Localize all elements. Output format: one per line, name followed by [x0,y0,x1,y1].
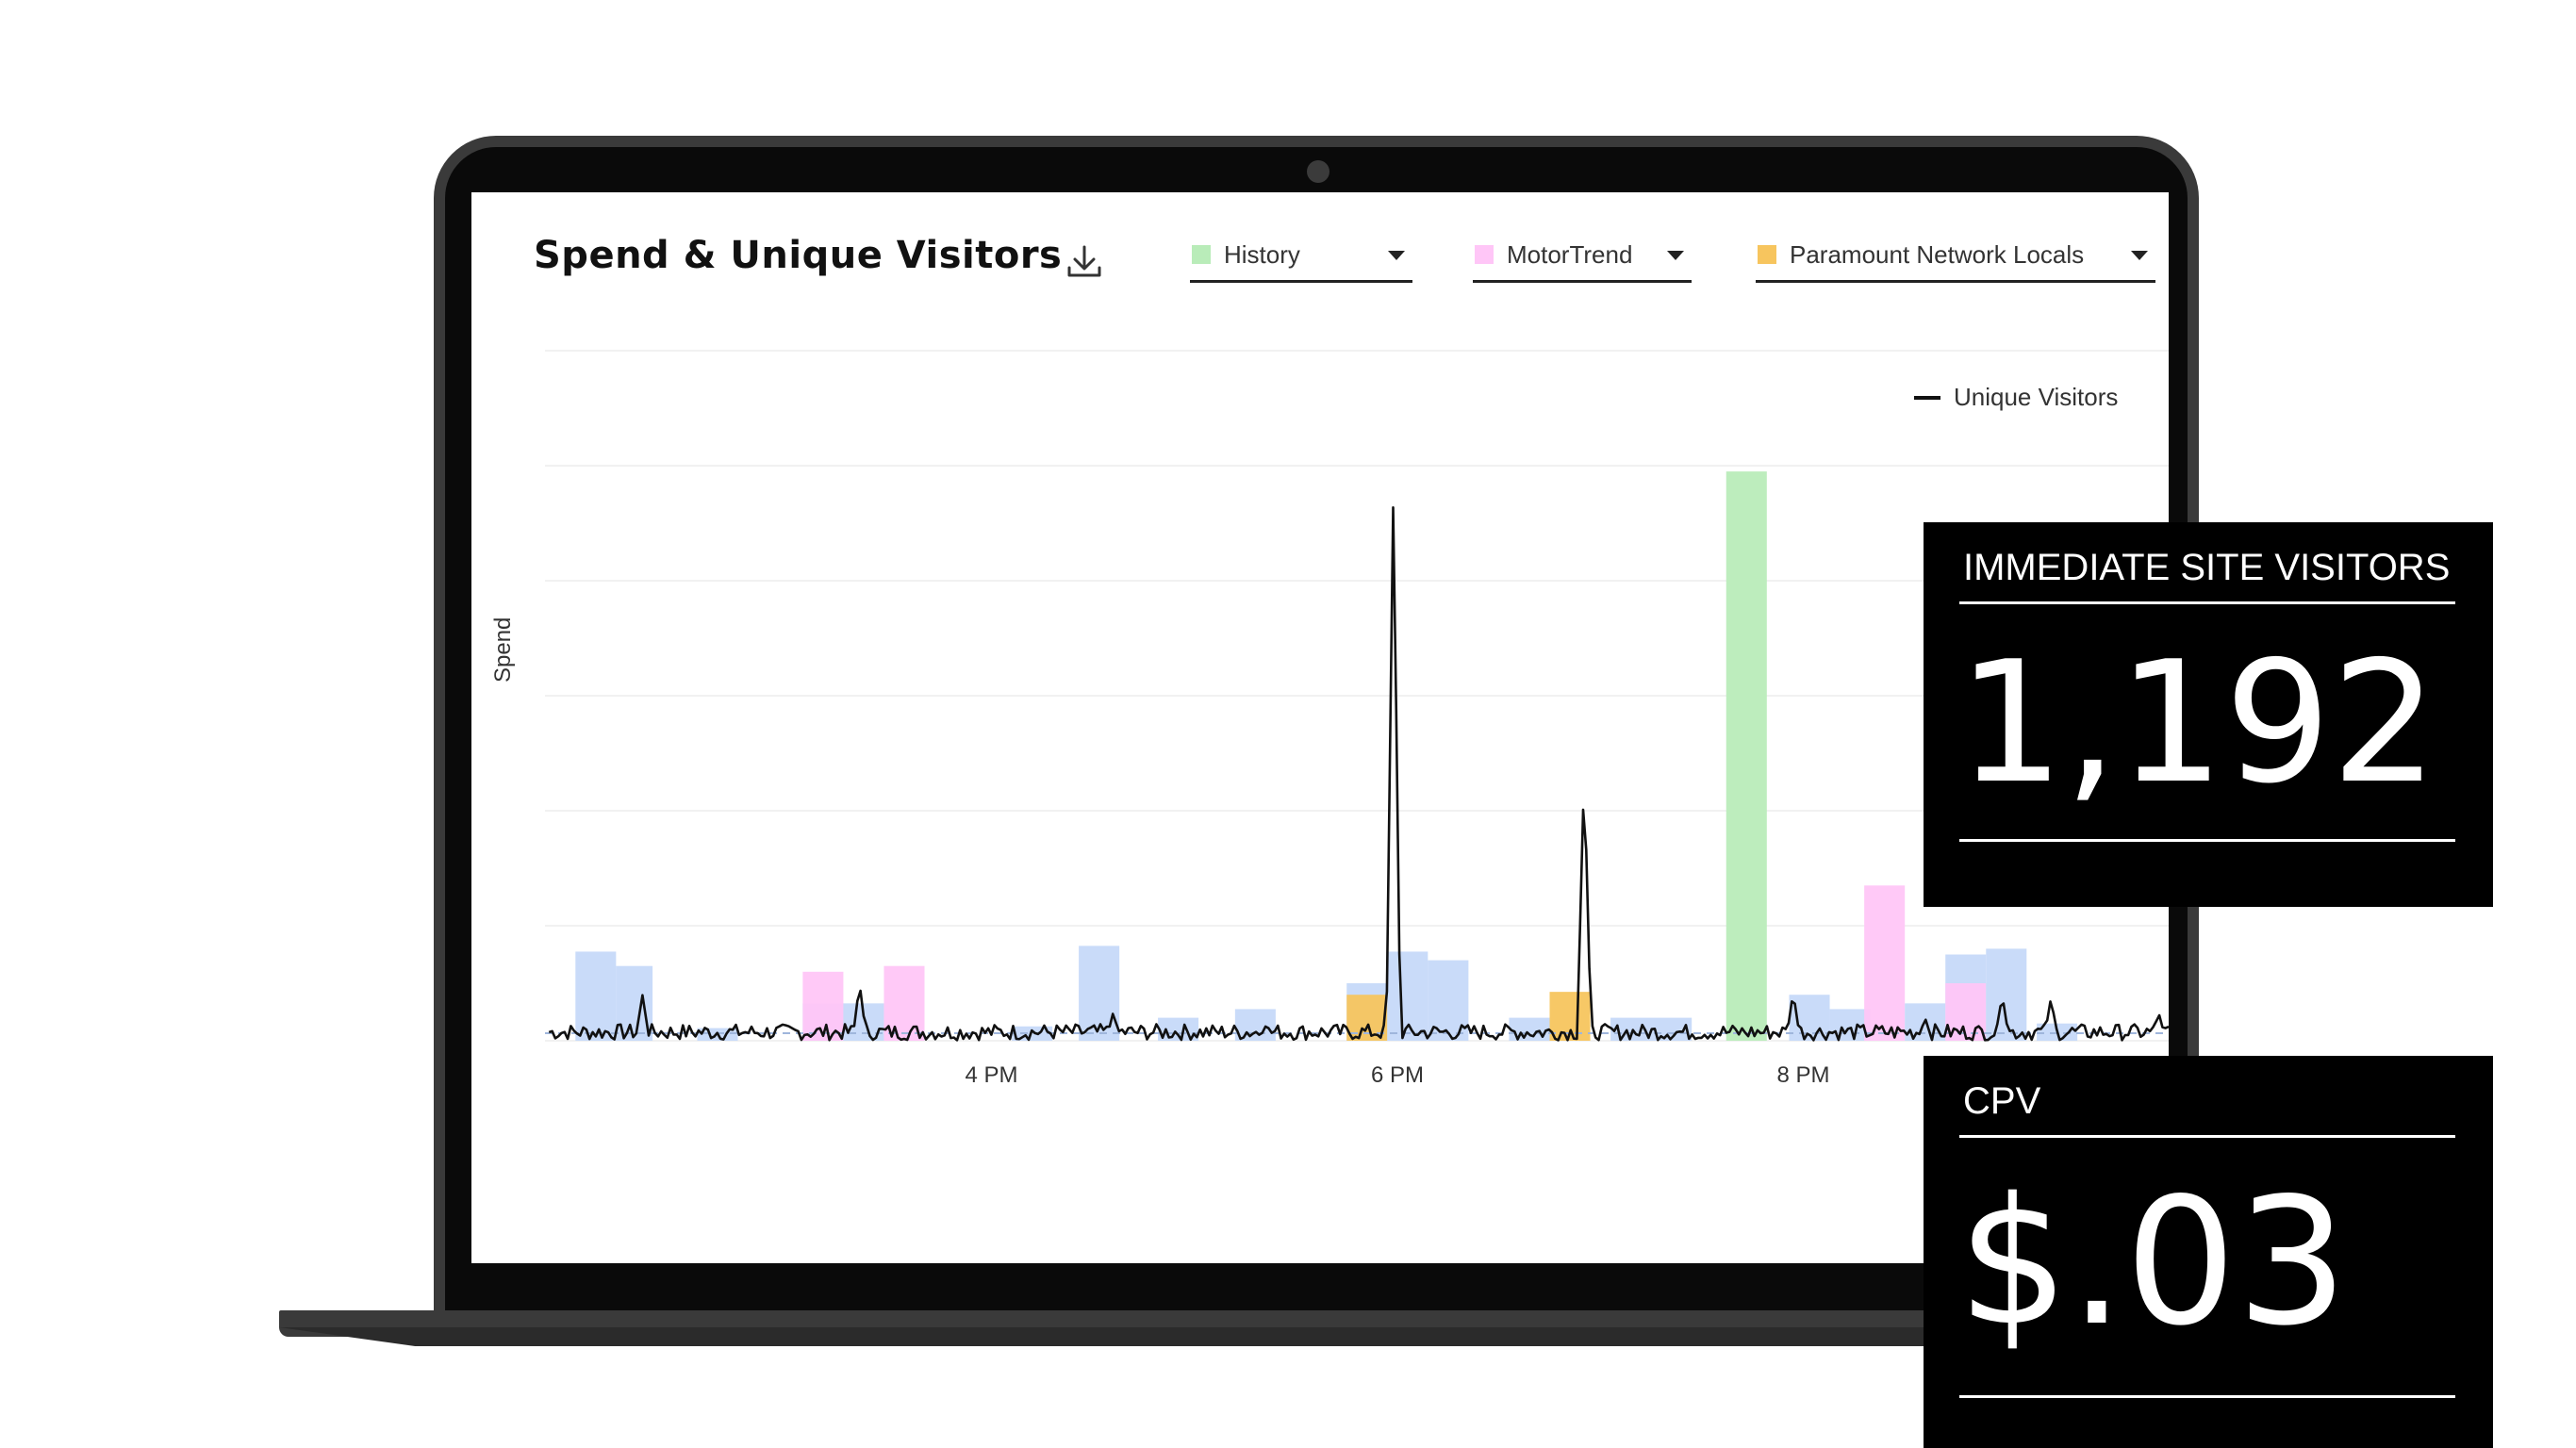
divider [1959,839,2455,842]
filter-paramount[interactable]: Paramount Network Locals [1756,236,2155,283]
spend-bar [1986,948,2026,1041]
chevron-down-icon [2131,251,2148,260]
chevron-down-icon [1388,251,1405,260]
paramount-swatch [1758,245,1776,264]
filter-history[interactable]: History [1190,236,1412,283]
spend-bar [575,951,616,1041]
chevron-down-icon [1667,251,1684,260]
x-tick-label: 8 PM [1777,1062,1830,1088]
spend-bar [802,972,843,1041]
page-title: Spend & Unique Visitors [534,234,1062,277]
divider [1959,1135,2455,1138]
divider [1959,601,2455,604]
camera-icon [1307,160,1329,183]
download-icon[interactable] [1064,241,1105,283]
stat-label: IMMEDIATE SITE VISITORS [1963,547,2450,589]
divider [1959,1395,2455,1398]
spend-bar [1864,885,1905,1041]
stat-card-cpv: CPV $.03 [1924,1056,2493,1448]
filter-label: History [1224,240,1300,270]
history-swatch [1192,245,1211,264]
motortrend-swatch [1475,245,1494,264]
legend-line-swatch [1914,396,1940,400]
x-tick-label: 6 PM [1371,1062,1424,1088]
stat-value: $.03 [1957,1175,2348,1350]
legend-unique-visitors: Unique Visitors [1954,383,2118,412]
stat-value: 1,192 [1957,639,2438,807]
stat-label: CPV [1963,1080,2040,1123]
filter-label: MotorTrend [1507,240,1632,270]
y-axis-label: Spend [490,617,517,683]
x-tick-label: 4 PM [966,1062,1018,1088]
spend-bar [1726,471,1767,1041]
filter-motortrend[interactable]: MotorTrend [1473,236,1692,283]
spend-bar [1235,1009,1276,1041]
spend-visitors-chart: 4 PM 6 PM 8 PM [471,192,2169,1263]
filter-label: Paramount Network Locals [1790,240,2084,270]
stat-card-visitors: IMMEDIATE SITE VISITORS 1,192 [1924,522,2493,907]
